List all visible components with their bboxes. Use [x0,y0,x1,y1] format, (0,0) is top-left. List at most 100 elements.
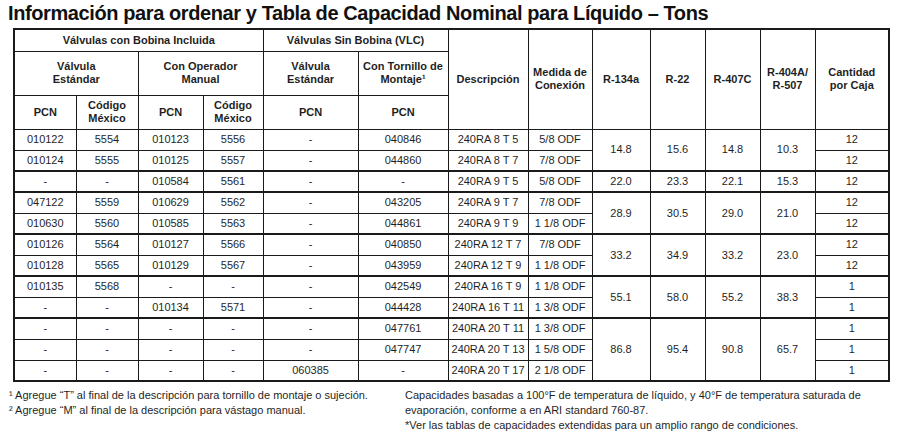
header-r22: R-22 [650,29,705,129]
header-cantidad-caja: Cantidad por Caja [815,29,889,129]
header-con-operador-manual: Con Operador Manual [138,51,263,95]
cell-codigo-mexico-manual: 5563 [203,213,263,234]
cell-descripcion: 240RA 16 T 11 [448,297,528,318]
cell-medida-conexion: 7/8 ODF [528,192,592,213]
cell-cantidad: 12 [815,171,889,192]
cell-descripcion: 240RA 9 T 7 [448,192,528,213]
cell-pcn-std: - [14,171,76,192]
footnotes-right: Capacidades basadas a 100°F de temperatu… [405,388,891,434]
cell-descripcion: 240RA 12 T 9 [448,255,528,276]
cell-capacity-r22: 23.3 [650,171,705,192]
cell-cantidad: 1 [815,276,889,297]
cell-pcn-vlc-std: - [263,192,358,213]
cell-pcn-manual: - [138,318,203,339]
table-row: - - - - - 047761 240RA 20 T 11 1 3/8 ODF… [14,318,889,339]
cell-medida-conexion: 7/8 ODF [528,150,592,171]
cell-cantidad: 1 [815,297,889,318]
cell-medida-conexion: 1 3/8 ODF [528,318,592,339]
cell-capacity-r22: 58.0 [650,276,705,318]
page-title: Información para ordenar y Tabla de Capa… [8,2,904,25]
cell-codigo-mexico-std: 5560 [76,213,138,234]
cell-codigo-mexico-std: - [76,318,138,339]
cell-pcn-vlc-std: - [263,129,358,150]
cell-pcn-std: 010124 [14,150,76,171]
cell-capacity-r22: 95.4 [650,318,705,381]
header-sin-bobina-group: Válvulas Sin Bobina (VLC) [263,29,448,51]
cell-codigo-mexico-std: 5559 [76,192,138,213]
cell-capacity-r134a: 33.2 [592,234,650,276]
cell-pcn-manual: 010134 [138,297,203,318]
cell-capacity-r404a-r507: 21.0 [760,192,815,234]
cell-descripcion: 240RA 8 T 5 [448,129,528,150]
header-valvula-estandar-vlc: Válvula Estándar [263,51,358,95]
cell-descripcion: 240RA 20 T 13 [448,339,528,360]
cell-cantidad: 12 [815,129,889,150]
cell-cantidad: 12 [815,234,889,255]
cell-pcn-std: - [14,360,76,381]
cell-capacity-r404a-r507: 65.7 [760,318,815,381]
cell-pcn-manual: - [138,339,203,360]
cell-codigo-mexico-manual: 5571 [203,297,263,318]
cell-pcn-vlc-tornillo: 040846 [358,129,448,150]
header-con-tornillo-montaje: Con Tornillo de Montaje¹ [358,51,448,95]
header-r134a: R-134a [592,29,650,129]
cell-capacity-r407c: 33.2 [705,234,760,276]
header-con-bobina-group: Válvulas con Bobina Incluida [14,29,263,51]
cell-pcn-manual: 010123 [138,129,203,150]
cell-pcn-std: - [14,339,76,360]
cell-capacity-r134a: 28.9 [592,192,650,234]
cell-codigo-mexico-manual: 5557 [203,150,263,171]
footnotes: ¹ Agregue “T” al final de la descripción… [9,388,897,434]
cell-medida-conexion: 1 5/8 ODF [528,339,592,360]
cell-pcn-vlc-std: - [263,234,358,255]
cell-pcn-manual: 010585 [138,213,203,234]
cell-capacity-r404a-r507: 23.0 [760,234,815,276]
cell-capacity-r22: 30.5 [650,192,705,234]
cell-pcn-std: 047122 [14,192,76,213]
cell-pcn-vlc-std: - [263,318,358,339]
cell-descripcion: 240RA 12 T 7 [448,234,528,255]
cell-pcn-vlc-std: - [263,255,358,276]
capacity-table: Válvulas con Bobina Incluida Válvulas Si… [13,28,890,382]
cell-medida-conexion: 1 1/8 ODF [528,213,592,234]
cell-pcn-std: 010126 [14,234,76,255]
cell-capacity-r134a: 86.8 [592,318,650,381]
cell-medida-conexion: 1 1/8 ODF [528,255,592,276]
header-pcn-vlc-std: PCN [263,95,358,129]
footnote-tornillo: ¹ Agregue “T” al final de la descripción… [9,388,405,403]
cell-capacity-r22: 34.9 [650,234,705,276]
cell-codigo-mexico-std: - [76,360,138,381]
table-row: 047122 5559 010629 5562 - 043205 240RA 9… [14,192,889,213]
cell-codigo-mexico-manual: - [203,276,263,297]
cell-medida-conexion: 5/8 ODF [528,129,592,150]
cell-cantidad: 12 [815,192,889,213]
header-con-tornillo-montaje-label: Con Tornillo de Montaje¹ [362,60,444,86]
table-row: 010135 5568 - - - 042549 240RA 16 T 9 1 … [14,276,889,297]
cell-codigo-mexico-manual: - [203,318,263,339]
cell-capacity-r407c: 22.1 [705,171,760,192]
cell-pcn-vlc-tornillo: 044428 [358,297,448,318]
cell-codigo-mexico-manual: 5561 [203,171,263,192]
cell-pcn-manual: 010629 [138,192,203,213]
cell-pcn-vlc-tornillo: 044860 [358,150,448,171]
cell-capacity-r407c: 14.8 [705,129,760,171]
header-r404a-r507-label: R-404A/ R-507 [763,66,813,92]
cell-cantidad: 12 [815,150,889,171]
cell-codigo-mexico-std: 5568 [76,276,138,297]
cell-codigo-mexico-manual: 5562 [203,192,263,213]
cell-capacity-r404a-r507: 15.3 [760,171,815,192]
table-row: - - 010584 5561 - - 240RA 9 T 5 5/8 ODF … [14,171,889,192]
cell-descripcion: 240RA 9 T 9 [448,213,528,234]
cell-pcn-vlc-std: - [263,276,358,297]
cell-capacity-r134a: 55.1 [592,276,650,318]
cell-pcn-vlc-std: 060385 [263,360,358,381]
cell-descripcion: 240RA 20 T 17 [448,360,528,381]
table-row: 010126 5564 010127 5566 - 040850 240RA 1… [14,234,889,255]
header-pcn-std: PCN [14,95,76,129]
header-valvula-estandar-vlc-label: Válvula Estándar [279,60,343,86]
cell-pcn-manual: 010584 [138,171,203,192]
footnote-capacidades: Capacidades basadas a 100°F de temperatu… [405,388,891,418]
cell-codigo-mexico-manual: - [203,360,263,381]
header-codigo-mexico-manual: Código México [203,95,263,129]
cell-codigo-mexico-std: - [76,297,138,318]
